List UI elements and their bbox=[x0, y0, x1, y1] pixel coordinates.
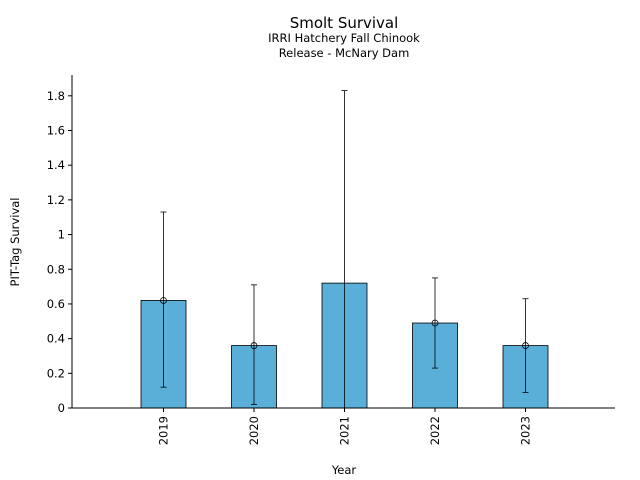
x-tick-label-2023: 2023 bbox=[519, 416, 533, 445]
x-axis: 2019 2020 2021 2022 2023 bbox=[72, 407, 615, 445]
y-axis: 0 0.2 0.4 0.6 0.8 1 1.2 1.4 1.6 1.8 bbox=[47, 75, 73, 415]
y-axis-label: PIT-Tag Survival bbox=[8, 198, 22, 287]
point-marker-2023 bbox=[522, 342, 529, 349]
y-tick-label: 1 bbox=[58, 228, 65, 242]
point-marker-2019 bbox=[160, 297, 167, 304]
point-marker-2020 bbox=[250, 342, 258, 349]
error-bars-group bbox=[160, 90, 529, 409]
chart-subtitle-line-1: IRRI Hatchery Fall Chinook bbox=[268, 31, 420, 45]
x-axis-label: Year bbox=[331, 463, 357, 477]
y-tick-label: 1.2 bbox=[47, 193, 65, 207]
y-tick-label: 1.8 bbox=[47, 89, 65, 103]
y-tick-label: 0.8 bbox=[47, 262, 65, 276]
y-tick-label: 0.2 bbox=[47, 366, 65, 380]
y-tick-label: 0 bbox=[58, 401, 65, 415]
x-tick-label-2022: 2022 bbox=[428, 416, 442, 445]
y-tick-label: 1.6 bbox=[47, 124, 65, 138]
y-tick-label: 0.6 bbox=[47, 297, 65, 311]
x-tick-label-2020: 2020 bbox=[247, 416, 261, 445]
y-tick-label: 0.4 bbox=[47, 332, 65, 346]
chart-subtitle-line-2: Release - McNary Dam bbox=[279, 46, 410, 60]
x-tick-label-2021: 2021 bbox=[338, 416, 352, 445]
chart-title: Smolt Survival bbox=[290, 14, 399, 32]
x-tick-label-2019: 2019 bbox=[157, 416, 171, 445]
point-marker-2022 bbox=[431, 319, 439, 327]
y-tick-label: 1.4 bbox=[47, 158, 65, 172]
